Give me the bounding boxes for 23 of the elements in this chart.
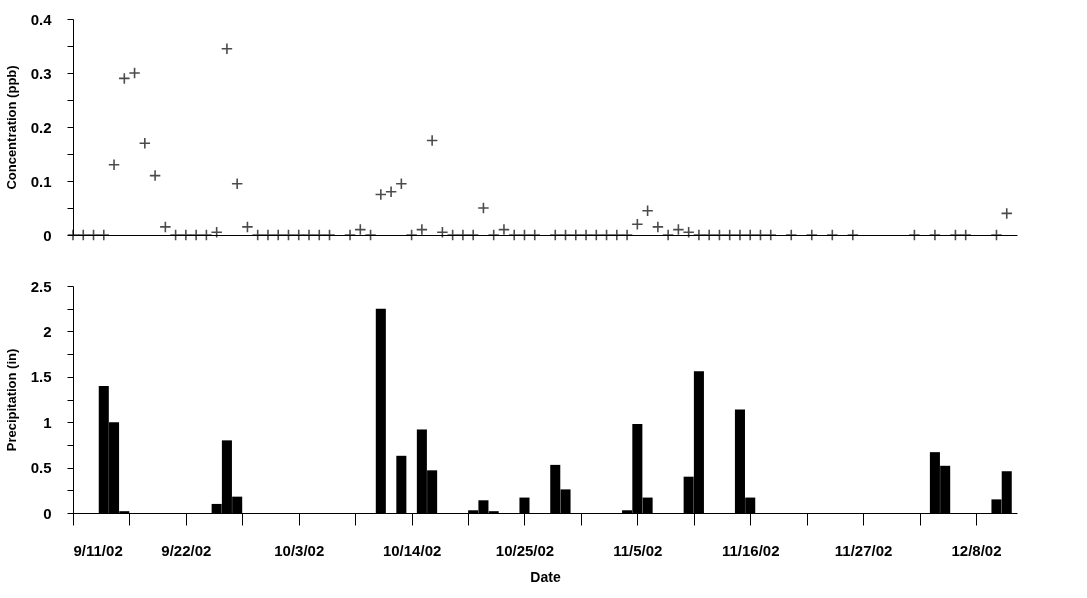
- y-tick-label: 0.5: [30, 459, 52, 477]
- y-tick-label: 0.2: [30, 118, 52, 136]
- x-axis-title: Date: [530, 568, 561, 585]
- x-tick-label: 9/22/02: [161, 541, 212, 559]
- x-tick-label: 9/11/02: [73, 541, 123, 559]
- y-axis-title: Concentration (ppb): [3, 65, 19, 190]
- y-tick-label: 1: [43, 413, 52, 431]
- y-tick-label: 0.1: [30, 172, 52, 190]
- x-tick-label: 10/3/02: [274, 541, 325, 559]
- x-tick-label: 10/25/02: [495, 541, 555, 559]
- y-tick-label: 2.5: [30, 277, 52, 295]
- y-tick-label: 1.5: [30, 368, 52, 386]
- y-tick-label: 0: [43, 226, 52, 244]
- x-tick-label: 11/27/02: [834, 541, 893, 559]
- y-tick-label: 0: [43, 504, 52, 522]
- y-axis-title: Precipitation (in): [3, 348, 19, 452]
- y-tick-label: 0.3: [30, 64, 52, 82]
- y-tick-label: 2: [43, 322, 52, 340]
- x-tick-label: 11/16/02: [721, 541, 780, 559]
- y-tick-label: 0.4: [30, 10, 53, 28]
- x-tick-label: 11/5/02: [613, 541, 663, 559]
- x-tick-label: 10/14/02: [382, 541, 442, 559]
- x-tick-label: 12/8/02: [951, 541, 1002, 559]
